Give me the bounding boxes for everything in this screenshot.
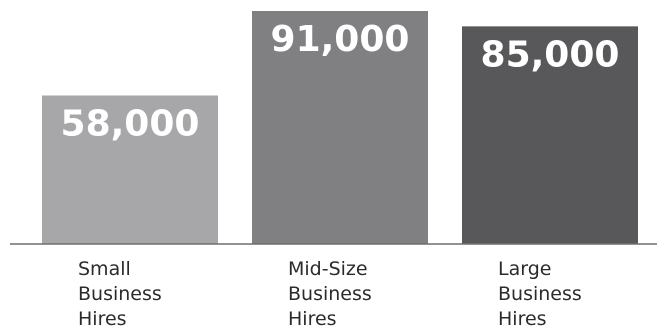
category-label-line: Mid-Size bbox=[288, 258, 368, 280]
bar-large-business bbox=[462, 26, 638, 244]
bar-mid-size-business bbox=[252, 11, 428, 244]
category-label-line: Hires bbox=[78, 308, 127, 329]
value-labels-group: 58,000 91,000 85,000 bbox=[61, 19, 620, 144]
category-label-line: Business bbox=[498, 283, 582, 305]
category-label-line: Business bbox=[288, 283, 372, 305]
category-label-small-business: Small Business Hires bbox=[78, 258, 162, 329]
value-label-small-business: 58,000 bbox=[61, 103, 200, 144]
bar-small-business bbox=[42, 95, 218, 244]
category-label-mid-size-business: Mid-Size Business Hires bbox=[288, 258, 372, 329]
value-label-mid-size-business: 91,000 bbox=[271, 19, 410, 60]
category-label-line: Hires bbox=[288, 308, 337, 329]
category-label-line: Business bbox=[78, 283, 162, 305]
category-label-line: Small bbox=[78, 258, 131, 280]
category-label-line: Hires bbox=[498, 308, 547, 329]
category-label-line: Large bbox=[498, 258, 551, 280]
value-label-large-business: 85,000 bbox=[481, 34, 620, 75]
bars-group bbox=[42, 11, 638, 244]
category-label-large-business: Large Business Hires bbox=[498, 258, 582, 329]
